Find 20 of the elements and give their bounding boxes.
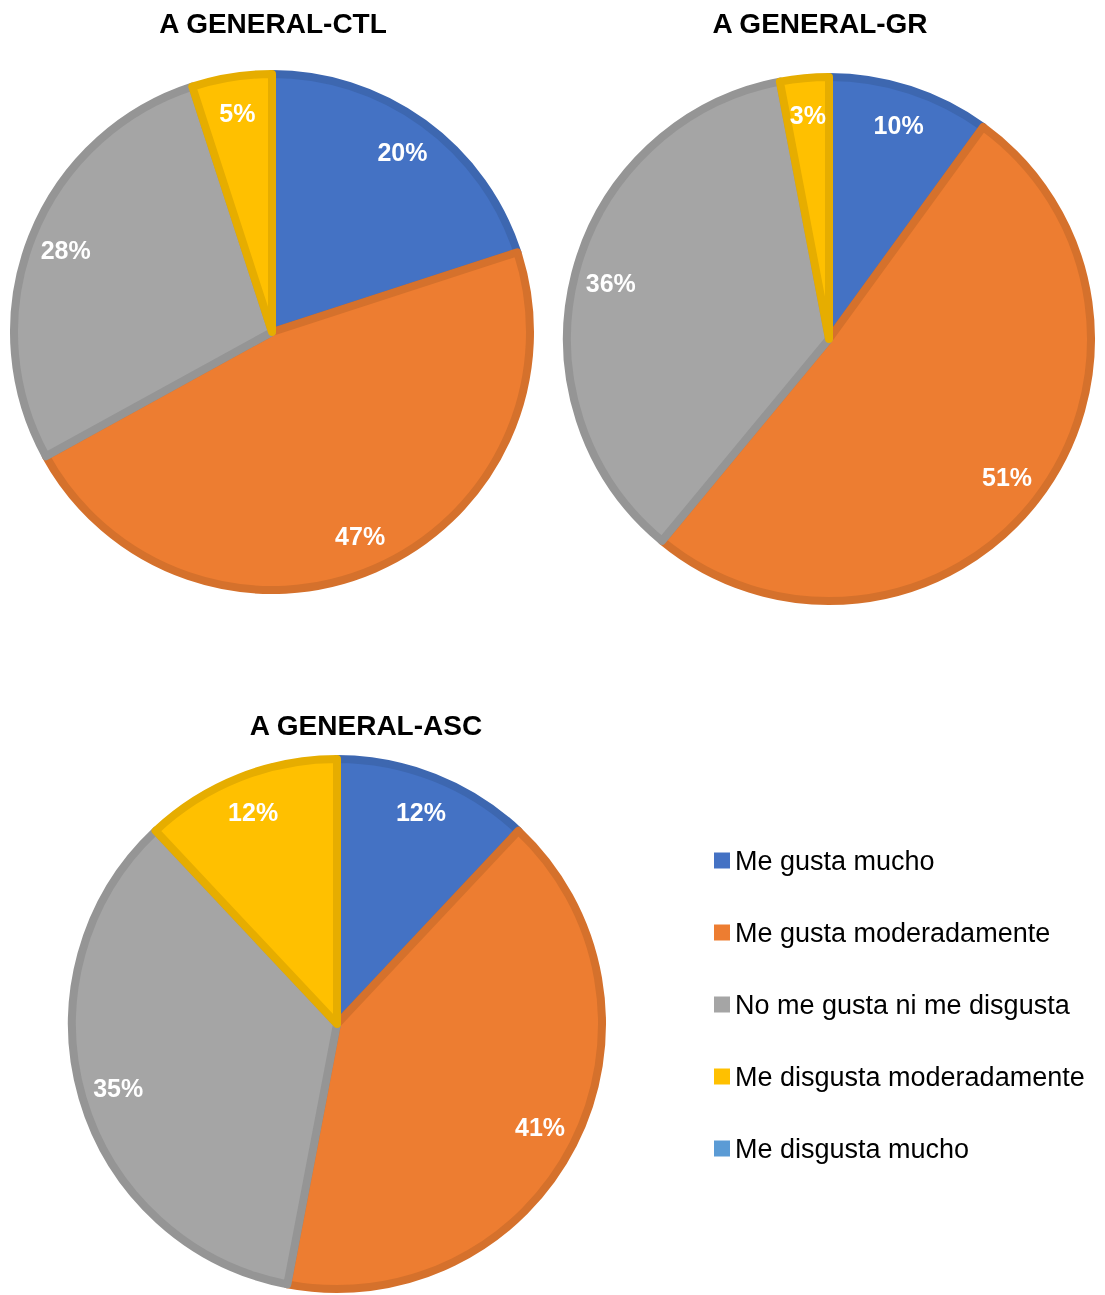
data-label: 20%	[377, 138, 428, 167]
data-label: 10%	[873, 110, 924, 139]
data-label: 12%	[395, 798, 446, 827]
data-label: 47%	[335, 521, 386, 550]
legend-label: Me gusta moderadamente	[735, 917, 1051, 948]
data-label: 35%	[93, 1073, 144, 1102]
data-label: 3%	[789, 100, 826, 129]
data-label: 51%	[982, 463, 1033, 492]
legend-label: Me disgusta moderadamente	[735, 1061, 1085, 1092]
data-label: 28%	[40, 236, 91, 265]
data-label: 41%	[515, 1113, 566, 1142]
slice-label: A GENERAL-ASC	[249, 709, 483, 741]
legend-label: No me gusta ni me disgusta	[735, 989, 1071, 1020]
slice-label: A GENERAL-GR	[712, 7, 928, 39]
legend-label: Me gusta mucho	[735, 845, 935, 876]
data-label: 12%	[228, 798, 279, 827]
slice-label: A GENERAL-CTL	[159, 7, 387, 39]
data-label: 36%	[585, 268, 636, 297]
data-label: 5%	[219, 98, 256, 127]
legend-label: Me disgusta mucho	[735, 1133, 970, 1164]
